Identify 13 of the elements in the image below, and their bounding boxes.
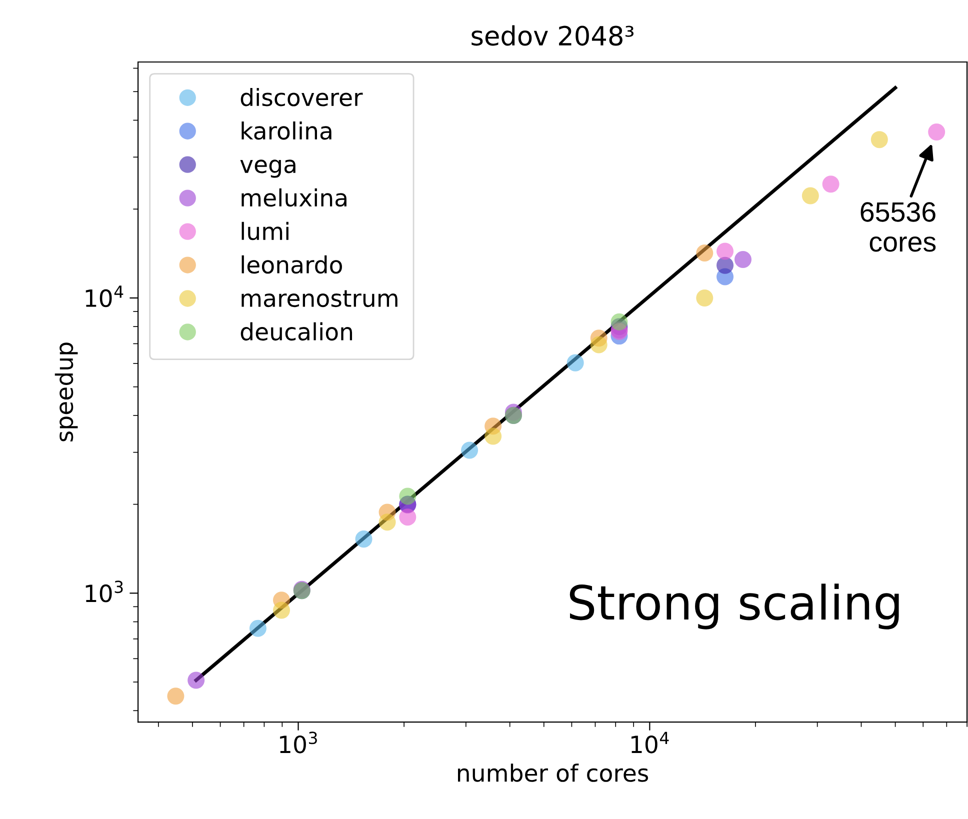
legend-label: lumi — [242, 222, 288, 240]
annotation: Strong scaling — [570, 584, 899, 630]
legend-label: discoverer — [240, 88, 363, 106]
x-axis-title: number of cores — [458, 764, 648, 782]
annotation: 65536 cores — [860, 202, 936, 252]
y-axis-title: speedup — [54, 342, 78, 442]
legend-label: deucalion — [240, 322, 352, 341]
legend-label: karolina — [242, 121, 332, 140]
legend-label: meluxina — [242, 188, 346, 207]
chart-title: sedov 2048³ — [472, 25, 634, 46]
legend-label: vega — [240, 160, 296, 178]
legend-label: leonardo — [242, 255, 342, 274]
legend-label: marenostrum — [242, 290, 398, 308]
